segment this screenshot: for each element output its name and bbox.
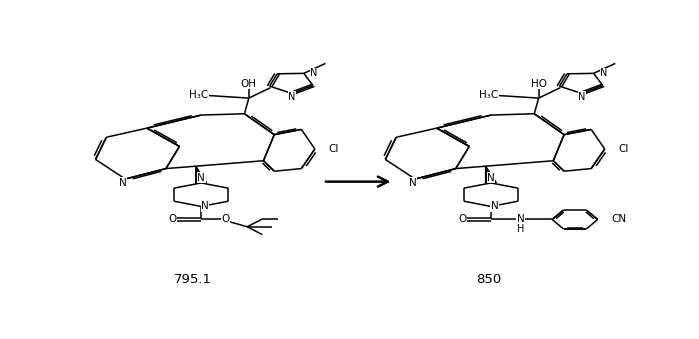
Text: N: N [408,178,417,188]
Text: 850: 850 [475,273,501,286]
Text: O: O [168,215,177,224]
Text: N: N [487,173,495,183]
Text: N: N [517,215,525,224]
Text: N: N [197,173,205,183]
Text: Cl: Cl [618,144,628,154]
Text: N: N [310,68,317,78]
Text: 795.1: 795.1 [174,273,212,286]
Text: H: H [517,224,524,234]
Text: OH: OH [241,79,257,89]
Text: HO: HO [531,79,547,89]
Text: O: O [459,215,467,224]
Text: O: O [222,215,230,224]
Text: N: N [288,92,296,102]
Text: H₃C: H₃C [479,91,498,100]
Text: H₃C: H₃C [189,91,208,100]
Text: N: N [201,201,209,212]
Text: Cl: Cl [329,144,339,154]
Text: N: N [491,201,498,212]
Text: N: N [578,92,585,102]
Text: CN: CN [611,215,626,224]
Text: N: N [600,68,607,78]
Polygon shape [486,166,496,183]
Text: N: N [119,178,127,188]
Polygon shape [196,166,206,183]
